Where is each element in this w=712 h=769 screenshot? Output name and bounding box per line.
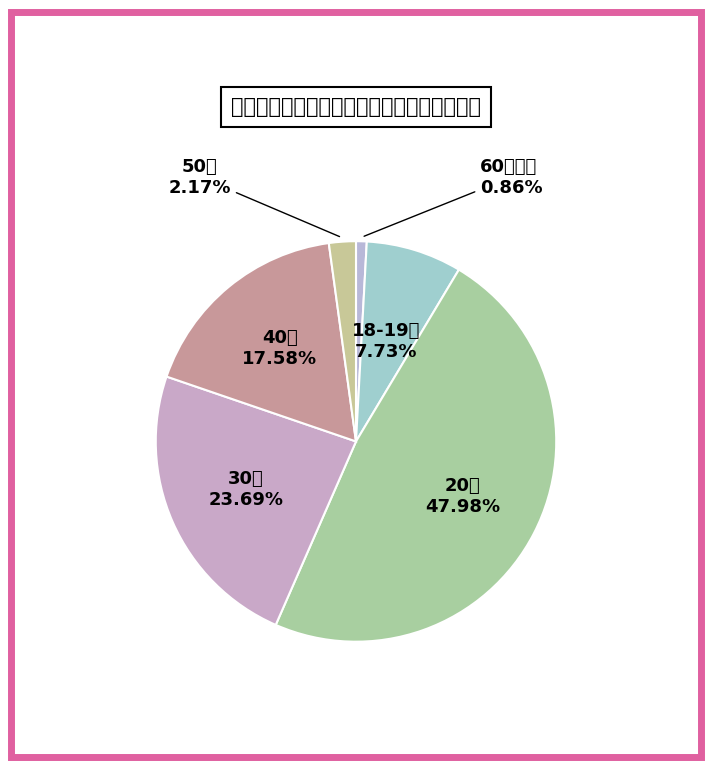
Wedge shape — [329, 241, 356, 441]
Wedge shape — [276, 270, 556, 641]
Wedge shape — [167, 243, 356, 441]
Text: 兵庫県のワクワクメール：女性会員の年齢層: 兵庫県のワクワクメール：女性会員の年齢層 — [231, 97, 481, 117]
Wedge shape — [356, 241, 459, 441]
Text: 20代
47.98%: 20代 47.98% — [425, 477, 501, 516]
Text: 60代以上
0.86%: 60代以上 0.86% — [364, 158, 543, 236]
Text: 50代
2.17%: 50代 2.17% — [169, 158, 340, 237]
Wedge shape — [356, 241, 367, 441]
Text: 30代
23.69%: 30代 23.69% — [209, 471, 283, 509]
Text: 18-19歳
7.73%: 18-19歳 7.73% — [352, 322, 421, 361]
Text: 40代
17.58%: 40代 17.58% — [242, 329, 318, 368]
Wedge shape — [156, 377, 356, 625]
